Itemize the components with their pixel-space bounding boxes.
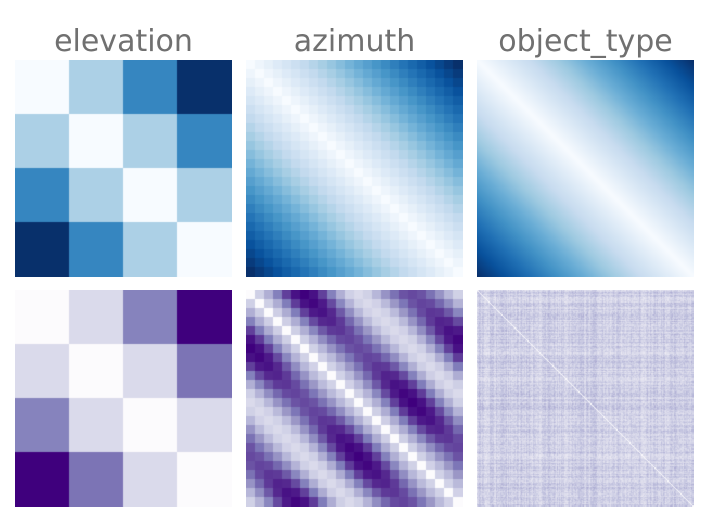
- heatmap-elevation-blues: [15, 60, 232, 277]
- column-title-elevation: elevation: [54, 24, 193, 59]
- heatmap-object-type-purples: [477, 290, 694, 507]
- heatmap-canvas: [15, 290, 232, 507]
- heatmap-canvas: [246, 290, 463, 507]
- heatmap-object-type-blues: [477, 60, 694, 277]
- heatmap-canvas: [246, 60, 463, 277]
- column-title-object-type: object_type: [498, 24, 673, 59]
- heatmap-canvas: [15, 60, 232, 277]
- heatmap-canvas: [477, 60, 694, 277]
- column-title-azimuth: azimuth: [293, 24, 416, 59]
- heatmap-canvas: [477, 290, 694, 507]
- heatmap-elevation-purples: [15, 290, 232, 507]
- heatmap-azimuth-blues: [246, 60, 463, 277]
- heatmap-azimuth-purples: [246, 290, 463, 507]
